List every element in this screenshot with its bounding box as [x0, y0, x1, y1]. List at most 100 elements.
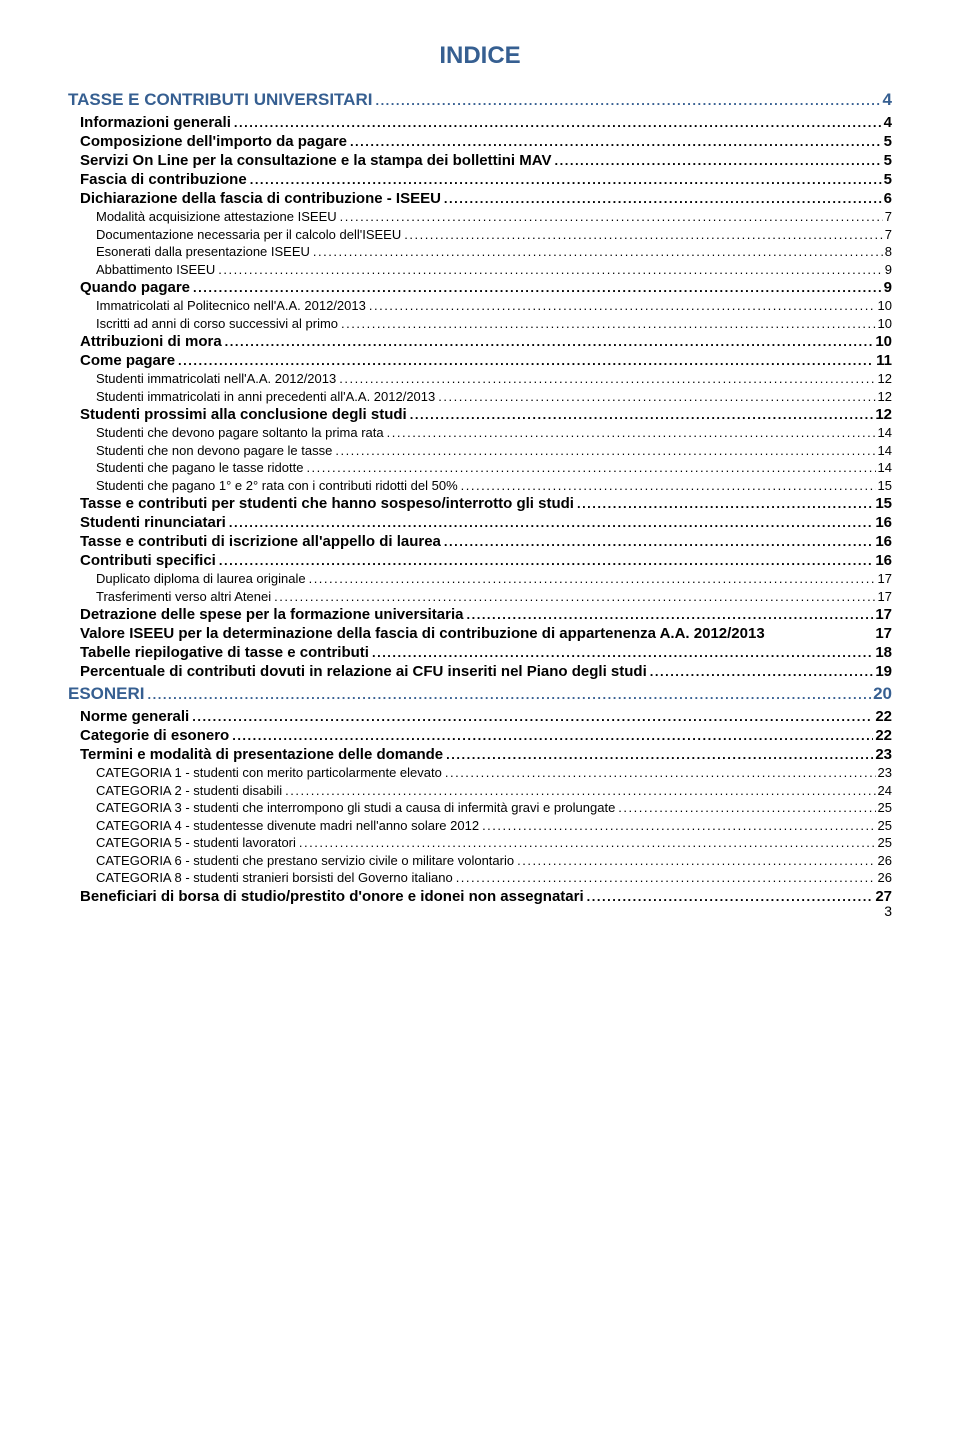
toc-entry-page: 17: [876, 571, 892, 586]
toc-entry-page: 26: [876, 870, 892, 885]
toc-entry-page: 15: [873, 495, 892, 512]
toc-entry: TASSE E CONTRIBUTI UNIVERSITARI 4: [68, 90, 892, 110]
table-of-contents: TASSE E CONTRIBUTI UNIVERSITARI 4 Informa…: [68, 90, 892, 905]
toc-leader-dots: [306, 571, 876, 586]
toc-entry: CATEGORIA 5 - studenti lavoratori 25: [96, 835, 892, 850]
toc-entry-text: Tasse e contributi per studenti che hann…: [80, 495, 574, 512]
toc-leader-dots: [369, 645, 873, 660]
toc-entry-text: Valore ISEEU per la determinazione della…: [80, 625, 765, 642]
toc-entry: Studenti che non devono pagare le tasse …: [96, 443, 892, 458]
toc-leader-dots: [458, 478, 876, 493]
toc-leader-dots: [463, 607, 873, 622]
toc-entry-text: CATEGORIA 2 - studenti disabili: [96, 783, 282, 798]
toc-entry-text: Informazioni generali: [80, 114, 231, 131]
toc-entry: Documentazione necessaria per il calcolo…: [96, 227, 892, 242]
toc-leader-dots: [296, 835, 876, 850]
toc-entry-page: 9: [882, 279, 892, 296]
toc-entry: Studenti rinunciatari 16: [80, 514, 892, 531]
toc-leader-dots: [282, 783, 875, 798]
toc-leader-dots: [226, 515, 873, 530]
toc-leader-dots: [441, 191, 882, 206]
toc-entry-text: Duplicato diploma di laurea originale: [96, 571, 306, 586]
toc-entry-page: 24: [876, 783, 892, 798]
toc-entry: Norme generali 22: [80, 708, 892, 725]
toc-entry: Contributi specifici 16: [80, 552, 892, 569]
toc-entry: CATEGORIA 8 - studenti stranieri borsist…: [96, 870, 892, 885]
toc-entry-page: 17: [873, 625, 892, 642]
toc-entry-text: Tabelle riepilogative di tasse e contrib…: [80, 644, 369, 661]
toc-leader-dots: [443, 747, 873, 762]
toc-leader-dots: [215, 262, 883, 277]
toc-leader-dots: [574, 496, 873, 511]
toc-entry-page: 22: [873, 727, 892, 744]
toc-entry-page: 18: [873, 644, 892, 661]
toc-entry-page: 25: [876, 800, 892, 815]
toc-leader-dots: [145, 687, 872, 702]
toc-entry: Detrazione delle spese per la formazione…: [80, 606, 892, 623]
toc-leader-dots: [479, 818, 875, 833]
toc-entry: ESONERI 20: [68, 684, 892, 704]
toc-entry-text: Esonerati dalla presentazione ISEEU: [96, 244, 310, 259]
toc-entry-page: 5: [882, 152, 892, 169]
toc-entry-page: 12: [876, 389, 892, 404]
toc-entry-page: 14: [876, 443, 892, 458]
toc-entry-text: ESONERI: [68, 684, 145, 704]
toc-entry-text: Immatricolati al Politecnico nell'A.A. 2…: [96, 298, 366, 313]
toc-entry-text: Documentazione necessaria per il calcolo…: [96, 227, 401, 242]
toc-entry-page: 12: [876, 371, 892, 386]
toc-entry: Studenti immatricolati in anni precedent…: [96, 389, 892, 404]
toc-entry-page: 25: [876, 835, 892, 850]
toc-entry: Iscritti ad anni di corso successivi al …: [96, 316, 892, 331]
toc-leader-dots: [303, 460, 875, 475]
toc-entry: CATEGORIA 3 - studenti che interrompono …: [96, 800, 892, 815]
toc-entry-page: 20: [871, 684, 892, 704]
toc-entry-page: 14: [876, 425, 892, 440]
toc-entry-page: 4: [882, 114, 892, 131]
toc-entry-page: 16: [873, 533, 892, 550]
toc-entry-text: Studenti immatricolati nell'A.A. 2012/20…: [96, 371, 336, 386]
toc-entry-page: 17: [876, 589, 892, 604]
toc-entry: Attribuzioni di mora 10: [80, 333, 892, 350]
toc-entry-text: Studenti prossimi alla conclusione degli…: [80, 406, 407, 423]
toc-entry: Abbattimento ISEEU 9: [96, 262, 892, 277]
toc-entry: Immatricolati al Politecnico nell'A.A. 2…: [96, 298, 892, 313]
toc-entry: Beneficiari di borsa di studio/prestito …: [80, 888, 892, 905]
toc-leader-dots: [366, 298, 876, 313]
toc-leader-dots: [271, 589, 875, 604]
toc-entry: Fascia di contribuzione 5: [80, 171, 892, 188]
toc-entry-page: 5: [882, 171, 892, 188]
toc-entry-text: Attribuzioni di mora: [80, 333, 222, 350]
toc-entry-text: Trasferimenti verso altri Atenei: [96, 589, 271, 604]
toc-entry-text: Tasse e contributi di iscrizione all'app…: [80, 533, 441, 550]
toc-leader-dots: [222, 334, 874, 349]
toc-entry-page: 15: [876, 478, 892, 493]
toc-leader-dots: [231, 115, 882, 130]
toc-leader-dots: [337, 209, 883, 224]
toc-entry: Tasse e contributi di iscrizione all'app…: [80, 533, 892, 550]
toc-leader-dots: [552, 153, 882, 168]
toc-leader-dots: [216, 553, 873, 568]
toc-leader-dots: [310, 244, 883, 259]
toc-entry-text: Studenti rinunciatari: [80, 514, 226, 531]
toc-leader-dots: [336, 371, 875, 386]
toc-entry-page: 7: [883, 227, 892, 242]
toc-entry: Valore ISEEU per la determinazione della…: [80, 625, 892, 642]
toc-leader-dots: [347, 134, 882, 149]
toc-leader-dots: [189, 709, 873, 724]
toc-entry-text: Studenti che non devono pagare le tasse: [96, 443, 332, 458]
toc-entry: Percentuale di contributi dovuti in rela…: [80, 663, 892, 680]
toc-leader-dots: [441, 534, 873, 549]
toc-entry-text: Composizione dell'importo da pagare: [80, 133, 347, 150]
toc-entry-page: 12: [873, 406, 892, 423]
toc-entry-text: Studenti che pagano le tasse ridotte: [96, 460, 303, 475]
toc-entry: Categorie di esonero 22: [80, 727, 892, 744]
toc-entry: Studenti prossimi alla conclusione degli…: [80, 406, 892, 423]
toc-entry: Trasferimenti verso altri Atenei 17: [96, 589, 892, 604]
toc-entry-page: 16: [873, 514, 892, 531]
toc-entry-page: 16: [873, 552, 892, 569]
toc-leader-dots: [584, 889, 874, 904]
toc-leader-dots: [514, 853, 875, 868]
toc-entry-page: 23: [876, 765, 892, 780]
toc-entry-text: Detrazione delle spese per la formazione…: [80, 606, 463, 623]
toc-entry-text: CATEGORIA 1 - studenti con merito partic…: [96, 765, 442, 780]
